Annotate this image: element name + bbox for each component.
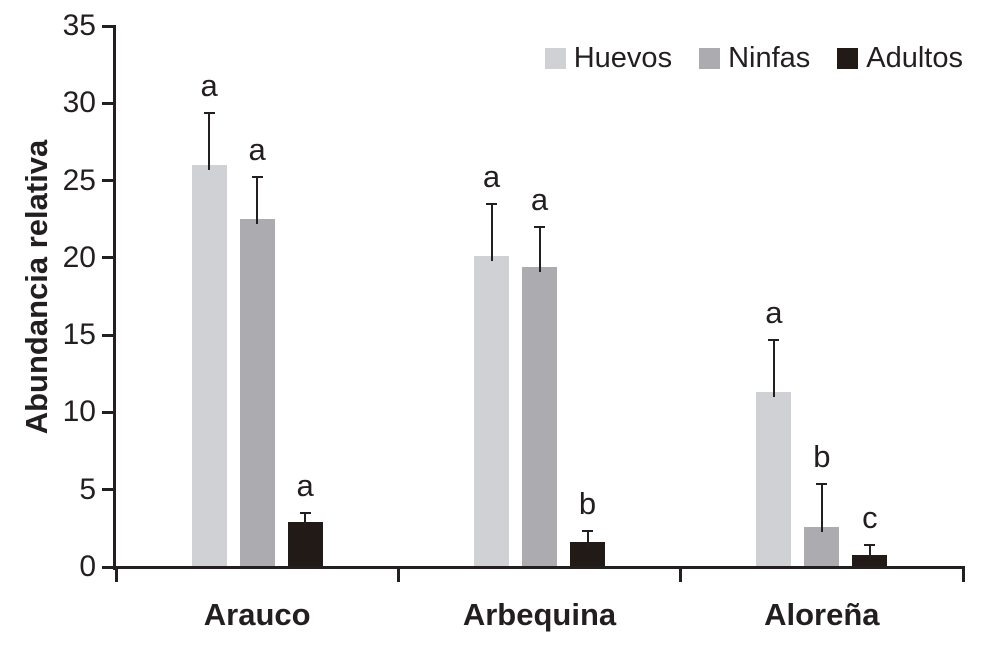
error-bar-cap xyxy=(486,202,497,205)
bar-ninfas-aloreña xyxy=(804,526,840,567)
error-bar-line xyxy=(256,177,259,225)
bar-huevos-aloreña xyxy=(756,392,792,567)
legend-label-huevos: Huevos xyxy=(573,42,673,74)
error-bar-line-inner xyxy=(490,256,493,262)
error-bar-line-inner xyxy=(304,522,307,528)
legend-item-adultos: Adultos xyxy=(837,42,963,75)
chart-legend: Huevos Ninfas Adultos xyxy=(544,42,963,75)
y-axis-tick xyxy=(102,565,113,569)
error-bar-line xyxy=(208,112,211,171)
error-bar-line xyxy=(820,483,823,532)
significance-letter: b xyxy=(578,486,597,522)
error-bar-cap xyxy=(582,530,593,533)
error-bar-cap xyxy=(251,176,263,179)
error-bar-line-inner xyxy=(538,267,541,273)
error-bar-line xyxy=(490,203,493,262)
x-category-label: Arauco xyxy=(203,597,311,632)
significance-letter: a xyxy=(765,294,783,330)
significance-letter: a xyxy=(248,132,266,168)
y-tick-label: 35 xyxy=(62,9,96,42)
error-bar-line-inner xyxy=(586,542,589,548)
significance-letter: b xyxy=(813,438,831,474)
significance-letter: c xyxy=(862,500,878,536)
y-axis-tick xyxy=(102,333,113,337)
x-axis-line xyxy=(113,566,965,569)
error-bar-line xyxy=(586,531,589,548)
error-bar-cap xyxy=(299,511,311,514)
bar-huevos-arbequina xyxy=(474,256,509,567)
error-bar-cap xyxy=(816,482,828,485)
y-axis-tick xyxy=(102,179,113,183)
significance-letter: a xyxy=(296,467,314,503)
significance-letter: a xyxy=(200,67,218,103)
bar-huevos-arauco xyxy=(191,165,227,567)
x-axis-tick xyxy=(679,567,683,582)
y-tick-label: 20 xyxy=(62,240,96,274)
significance-letter: a xyxy=(530,181,549,217)
error-bar-line-inner xyxy=(772,392,775,398)
legend-label-adultos: Adultos xyxy=(866,42,963,74)
y-tick-label: 25 xyxy=(62,163,96,197)
x-axis-tick xyxy=(961,567,965,582)
legend-label-ninfas: Ninfas xyxy=(728,42,811,74)
x-axis-tick xyxy=(114,567,118,582)
y-axis-tick xyxy=(102,410,113,414)
bar-adultos-aloreña xyxy=(852,554,888,567)
legend-item-huevos: Huevos xyxy=(544,42,673,75)
y-tick-label: 0 xyxy=(79,550,96,583)
y-axis-tick xyxy=(102,256,113,260)
error-bar-line xyxy=(538,226,541,273)
x-axis-tick xyxy=(396,567,400,582)
error-bar-cap xyxy=(534,225,545,228)
legend-item-ninfas: Ninfas xyxy=(699,42,810,75)
error-bar-cap xyxy=(864,544,876,547)
bar-ninfas-arbequina xyxy=(522,267,557,567)
error-bar-cap xyxy=(768,338,780,341)
huevos-swatch-icon xyxy=(544,48,566,69)
y-axis-tick xyxy=(102,24,113,28)
error-bar-line-inner xyxy=(820,526,823,532)
error-bar-line-inner xyxy=(868,554,871,560)
ninfas-swatch-icon xyxy=(699,48,721,69)
y-tick-label: 15 xyxy=(62,318,96,352)
significance-letter: a xyxy=(482,158,501,194)
error-bar-line-inner xyxy=(208,165,211,171)
y-axis-tick xyxy=(102,101,113,105)
x-category-label: Aloreña xyxy=(764,597,880,632)
error-bar-line xyxy=(772,339,775,398)
error-bar-line-inner xyxy=(256,219,259,225)
y-tick-label: 30 xyxy=(62,86,96,120)
error-bar-line xyxy=(304,512,307,528)
x-category-label: Arbequina xyxy=(462,597,617,632)
y-tick-label: 10 xyxy=(62,395,96,429)
y-axis-tick xyxy=(102,488,113,492)
adultos-swatch-icon xyxy=(837,48,859,69)
bar-adultos-arauco xyxy=(287,522,323,567)
bar-ninfas-arauco xyxy=(239,219,275,567)
error-bar-cap xyxy=(203,111,215,114)
y-axis-line xyxy=(113,25,116,570)
error-bar-line xyxy=(868,545,871,560)
y-tick-label: 5 xyxy=(79,472,96,506)
